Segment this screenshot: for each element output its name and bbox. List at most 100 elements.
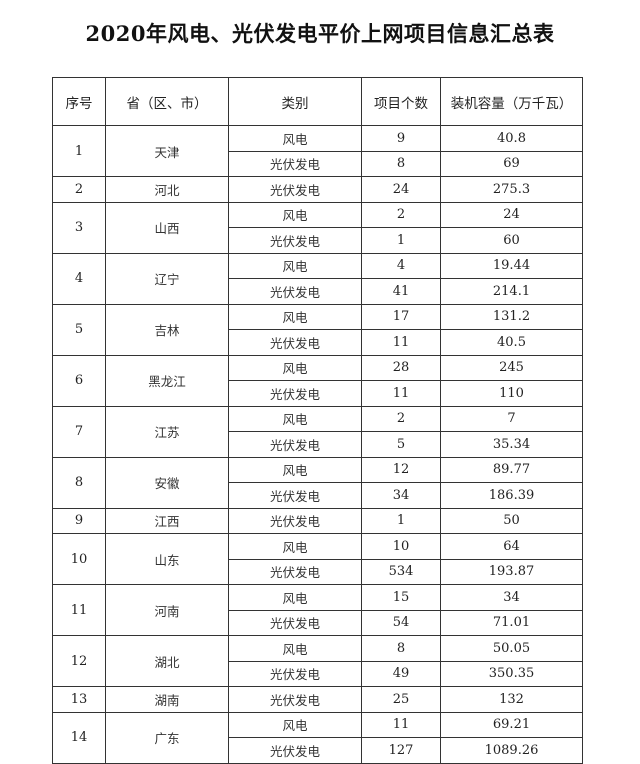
project-count: 34 (361, 482, 441, 509)
document-title: 2020年风电、光伏发电平价上网项目信息汇总表 (85, 21, 555, 46)
header-no: 序号 (52, 77, 106, 126)
category: 光伏发电 (228, 507, 362, 534)
category: 光伏发电 (228, 737, 362, 764)
category: 光伏发电 (228, 558, 362, 585)
project-count: 54 (361, 609, 441, 636)
table-row: 12 湖北 风电 8 50.05 (52, 635, 583, 687)
province: 湖南 (105, 686, 229, 713)
province: 吉林 (105, 303, 229, 356)
installed-capacity: 7 (440, 405, 583, 432)
installed-capacity: 275.3 (440, 176, 583, 203)
row-number: 4 (52, 252, 106, 305)
table-body: 1 天津 风电 9 40.8 光伏发电 8 69 2 河北 光伏发电 24 275.3 3 山西 风电 2 24 光… (52, 125, 583, 764)
installed-capacity: 60 (440, 227, 583, 254)
project-count: 11 (361, 380, 441, 407)
installed-capacity: 186.39 (440, 482, 583, 509)
category: 风电 (228, 456, 362, 483)
province: 河南 (105, 584, 229, 636)
installed-capacity: 1089.26 (440, 737, 583, 764)
project-count: 8 (361, 635, 441, 662)
installed-capacity: 69.21 (440, 711, 583, 738)
province: 山东 (105, 533, 229, 585)
province: 辽宁 (105, 252, 229, 305)
header-row: 序号 省（区、市） 类别 项目个数 装机容量（万千瓦） (52, 77, 583, 126)
category: 风电 (228, 635, 362, 662)
project-count: 534 (361, 558, 441, 585)
header-province: 省（区、市） (105, 77, 229, 126)
project-count: 4 (361, 252, 441, 279)
table-row: 光伏发电 534 193.87 (53, 558, 583, 585)
category: 光伏发电 (228, 380, 362, 407)
project-count: 41 (361, 278, 441, 305)
row-number: 6 (52, 354, 106, 407)
installed-capacity: 193.87 (440, 558, 583, 585)
project-count: 28 (361, 354, 441, 381)
row-number: 10 (52, 533, 106, 585)
header-capacity: 装机容量（万千瓦） (440, 77, 583, 126)
project-count: 5 (361, 431, 441, 458)
installed-capacity: 350.35 (440, 660, 583, 687)
installed-capacity: 34 (440, 584, 583, 611)
row-number: 9 (52, 507, 106, 534)
category: 风电 (228, 711, 362, 738)
table-row: 14 广东 风电 11 69.21 (52, 711, 583, 764)
installed-capacity: 131.2 (440, 303, 583, 330)
project-count: 10 (361, 533, 441, 560)
project-count: 12 (361, 456, 441, 483)
installed-capacity: 245 (440, 354, 583, 381)
header-count: 项目个数 (361, 77, 441, 126)
project-count: 8 (361, 150, 441, 177)
project-count: 25 (361, 686, 441, 713)
row-number: 12 (52, 635, 106, 687)
installed-capacity: 89.77 (440, 456, 583, 483)
project-count: 127 (361, 737, 441, 764)
category: 风电 (228, 405, 362, 432)
installed-capacity: 110 (440, 380, 583, 407)
row-number: 14 (52, 711, 106, 764)
table-row: 3 山西 风电 2 24 (52, 201, 583, 254)
category: 风电 (228, 125, 362, 152)
installed-capacity: 64 (440, 533, 583, 560)
installed-capacity: 50 (440, 507, 583, 534)
category: 风电 (228, 303, 362, 330)
project-count: 15 (361, 584, 441, 611)
project-count: 2 (361, 405, 441, 432)
province: 江苏 (105, 405, 229, 458)
category: 光伏发电 (228, 660, 362, 687)
province: 黑龙江 (105, 354, 229, 407)
category: 光伏发电 (228, 150, 362, 177)
category: 风电 (228, 533, 362, 560)
province: 山西 (105, 201, 229, 254)
province: 湖北 (105, 635, 229, 687)
table-row: 光伏发电 11 40.5 (53, 329, 583, 356)
table-row: 13 湖南 光伏发电 25 132 (52, 686, 583, 713)
province: 广东 (105, 711, 229, 764)
table-row: 2 河北 光伏发电 24 275.3 (52, 176, 583, 203)
category: 光伏发电 (228, 329, 362, 356)
installed-capacity: 40.8 (440, 125, 583, 152)
table-row: 光伏发电 8 69 (53, 150, 583, 177)
category: 光伏发电 (228, 431, 362, 458)
table-row: 11 河南 风电 15 34 (52, 584, 583, 636)
table-row: 9 江西 光伏发电 1 50 (52, 507, 583, 534)
row-number: 13 (52, 686, 106, 713)
project-count: 9 (361, 125, 441, 152)
project-count: 11 (361, 711, 441, 738)
project-count: 17 (361, 303, 441, 330)
category: 光伏发电 (228, 227, 362, 254)
project-count: 2 (361, 201, 441, 228)
installed-capacity: 71.01 (440, 609, 583, 636)
table-row: 4 辽宁 风电 4 19.44 (52, 252, 583, 305)
table-row: 10 山东 风电 10 64 (52, 533, 583, 585)
project-count: 11 (361, 329, 441, 356)
installed-capacity: 40.5 (440, 329, 583, 356)
province: 河北 (105, 176, 229, 203)
province: 安徽 (105, 456, 229, 509)
installed-capacity: 35.34 (440, 431, 583, 458)
project-count: 49 (361, 660, 441, 687)
installed-capacity: 50.05 (440, 635, 583, 662)
table-row: 光伏发电 41 214.1 (53, 278, 583, 305)
category: 风电 (228, 252, 362, 279)
project-count: 24 (361, 176, 441, 203)
table-row: 6 黑龙江 风电 28 245 (52, 354, 583, 407)
